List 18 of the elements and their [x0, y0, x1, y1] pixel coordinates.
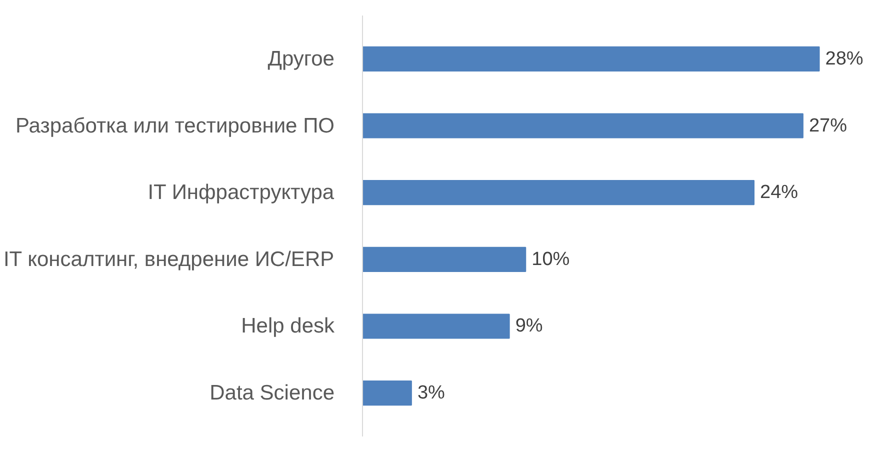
bar: [362, 246, 526, 272]
y-tick-label: Data Science: [210, 382, 335, 405]
data-label: 24%: [760, 182, 798, 204]
data-label: 28%: [825, 48, 864, 70]
bar: [362, 180, 755, 206]
data-label: 10%: [532, 248, 570, 270]
y-tick-label: Разработка или тестировние ПО: [15, 114, 335, 138]
y-tick-label: IT консалтинг, внедрение ИС/ERP: [3, 248, 334, 271]
y-tick-label: Help desk: [241, 314, 335, 338]
data-label: 3%: [417, 382, 446, 404]
bar: [362, 380, 412, 406]
y-tick-label: IT Инфраструктура: [148, 181, 334, 204]
bar: [362, 46, 820, 72]
y-tick-label: Другое: [268, 47, 335, 70]
bar: [362, 113, 804, 138]
data-label: 27%: [808, 115, 848, 136]
data-label: 9%: [515, 316, 543, 337]
bar: [362, 314, 510, 339]
